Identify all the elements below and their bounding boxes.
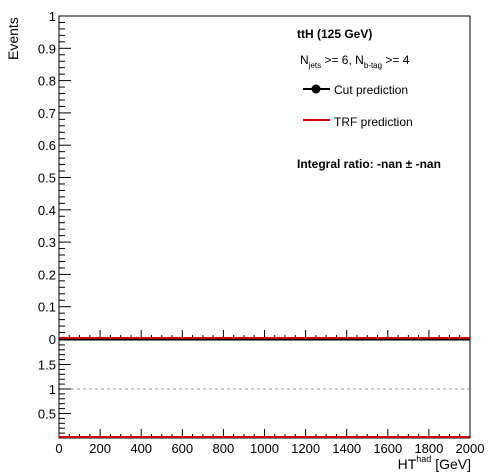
y-axis-title: Events — [5, 17, 21, 60]
x-axis-title: HThad [GeV] — [398, 454, 471, 472]
upper-panel: 0 0.1 0.2 0.3 0.4 0.5 0.6 0.7 0.8 0.9 1 Events ttH… — [5, 9, 471, 347]
y-tick-label: 0.6 — [38, 138, 56, 153]
legend-entry-cut: Cut prediction — [303, 83, 408, 97]
ratio-y-tick-label: 1.5 — [38, 358, 56, 373]
chart-title: ttH (125 GeV) — [297, 27, 372, 41]
x-tick-label: 600 — [171, 441, 193, 456]
x-tick-label: 1000 — [250, 441, 279, 456]
x-tick-label: 800 — [213, 441, 235, 456]
y-tick-label: 0 — [49, 332, 56, 347]
x-tick-label: 1200 — [291, 441, 320, 456]
ratio-y-tick-label: 0.5 — [38, 407, 56, 422]
ratio-y-ticks: 0.5 1 1.5 — [38, 339, 71, 439]
legend-cut-marker — [311, 84, 321, 94]
integral-ratio-annotation: Integral ratio: -nan ± -nan — [297, 157, 441, 171]
x-tick-label: 2000 — [456, 441, 485, 456]
chart-subtitle: Njets >= 6, Nb-tag >= 4 — [300, 53, 410, 70]
legend-entry-trf: TRF prediction — [303, 115, 413, 129]
legend-cut-label: Cut prediction — [334, 83, 408, 97]
y-tick-label: 0.4 — [38, 203, 56, 218]
y-tick-label: 0.2 — [38, 267, 56, 282]
y-tick-label: 0.8 — [38, 74, 56, 89]
ratio-x-ticks: 0 200 400 600 800 1000 1200 1400 1600 1800 2000 — [55, 429, 484, 456]
y-tick-label: 0.7 — [38, 106, 56, 121]
x-tick-label: 400 — [130, 441, 152, 456]
y-tick-label: 0.5 — [38, 171, 56, 186]
ratio-y-tick-label: 1 — [49, 382, 56, 397]
x-tick-label: 1800 — [414, 441, 443, 456]
x-tick-label: 1400 — [332, 441, 361, 456]
upper-y-ticks: 0 0.1 0.2 0.3 0.4 0.5 0.6 0.7 0.8 0.9 1 — [38, 9, 71, 347]
y-tick-label: 0.3 — [38, 235, 56, 250]
x-tick-label: 0 — [55, 441, 62, 456]
y-tick-label: 1 — [49, 9, 56, 24]
y-tick-label: 0.9 — [38, 41, 56, 56]
ratio-panel: 0.5 1 1.5 0 200 400 600 800 1000 1200 1400 1600 180… — [38, 339, 484, 472]
x-tick-label: 200 — [89, 441, 111, 456]
legend-trf-label: TRF prediction — [334, 115, 413, 129]
x-tick-label: 1600 — [373, 441, 402, 456]
y-tick-label: 0.1 — [38, 300, 56, 315]
